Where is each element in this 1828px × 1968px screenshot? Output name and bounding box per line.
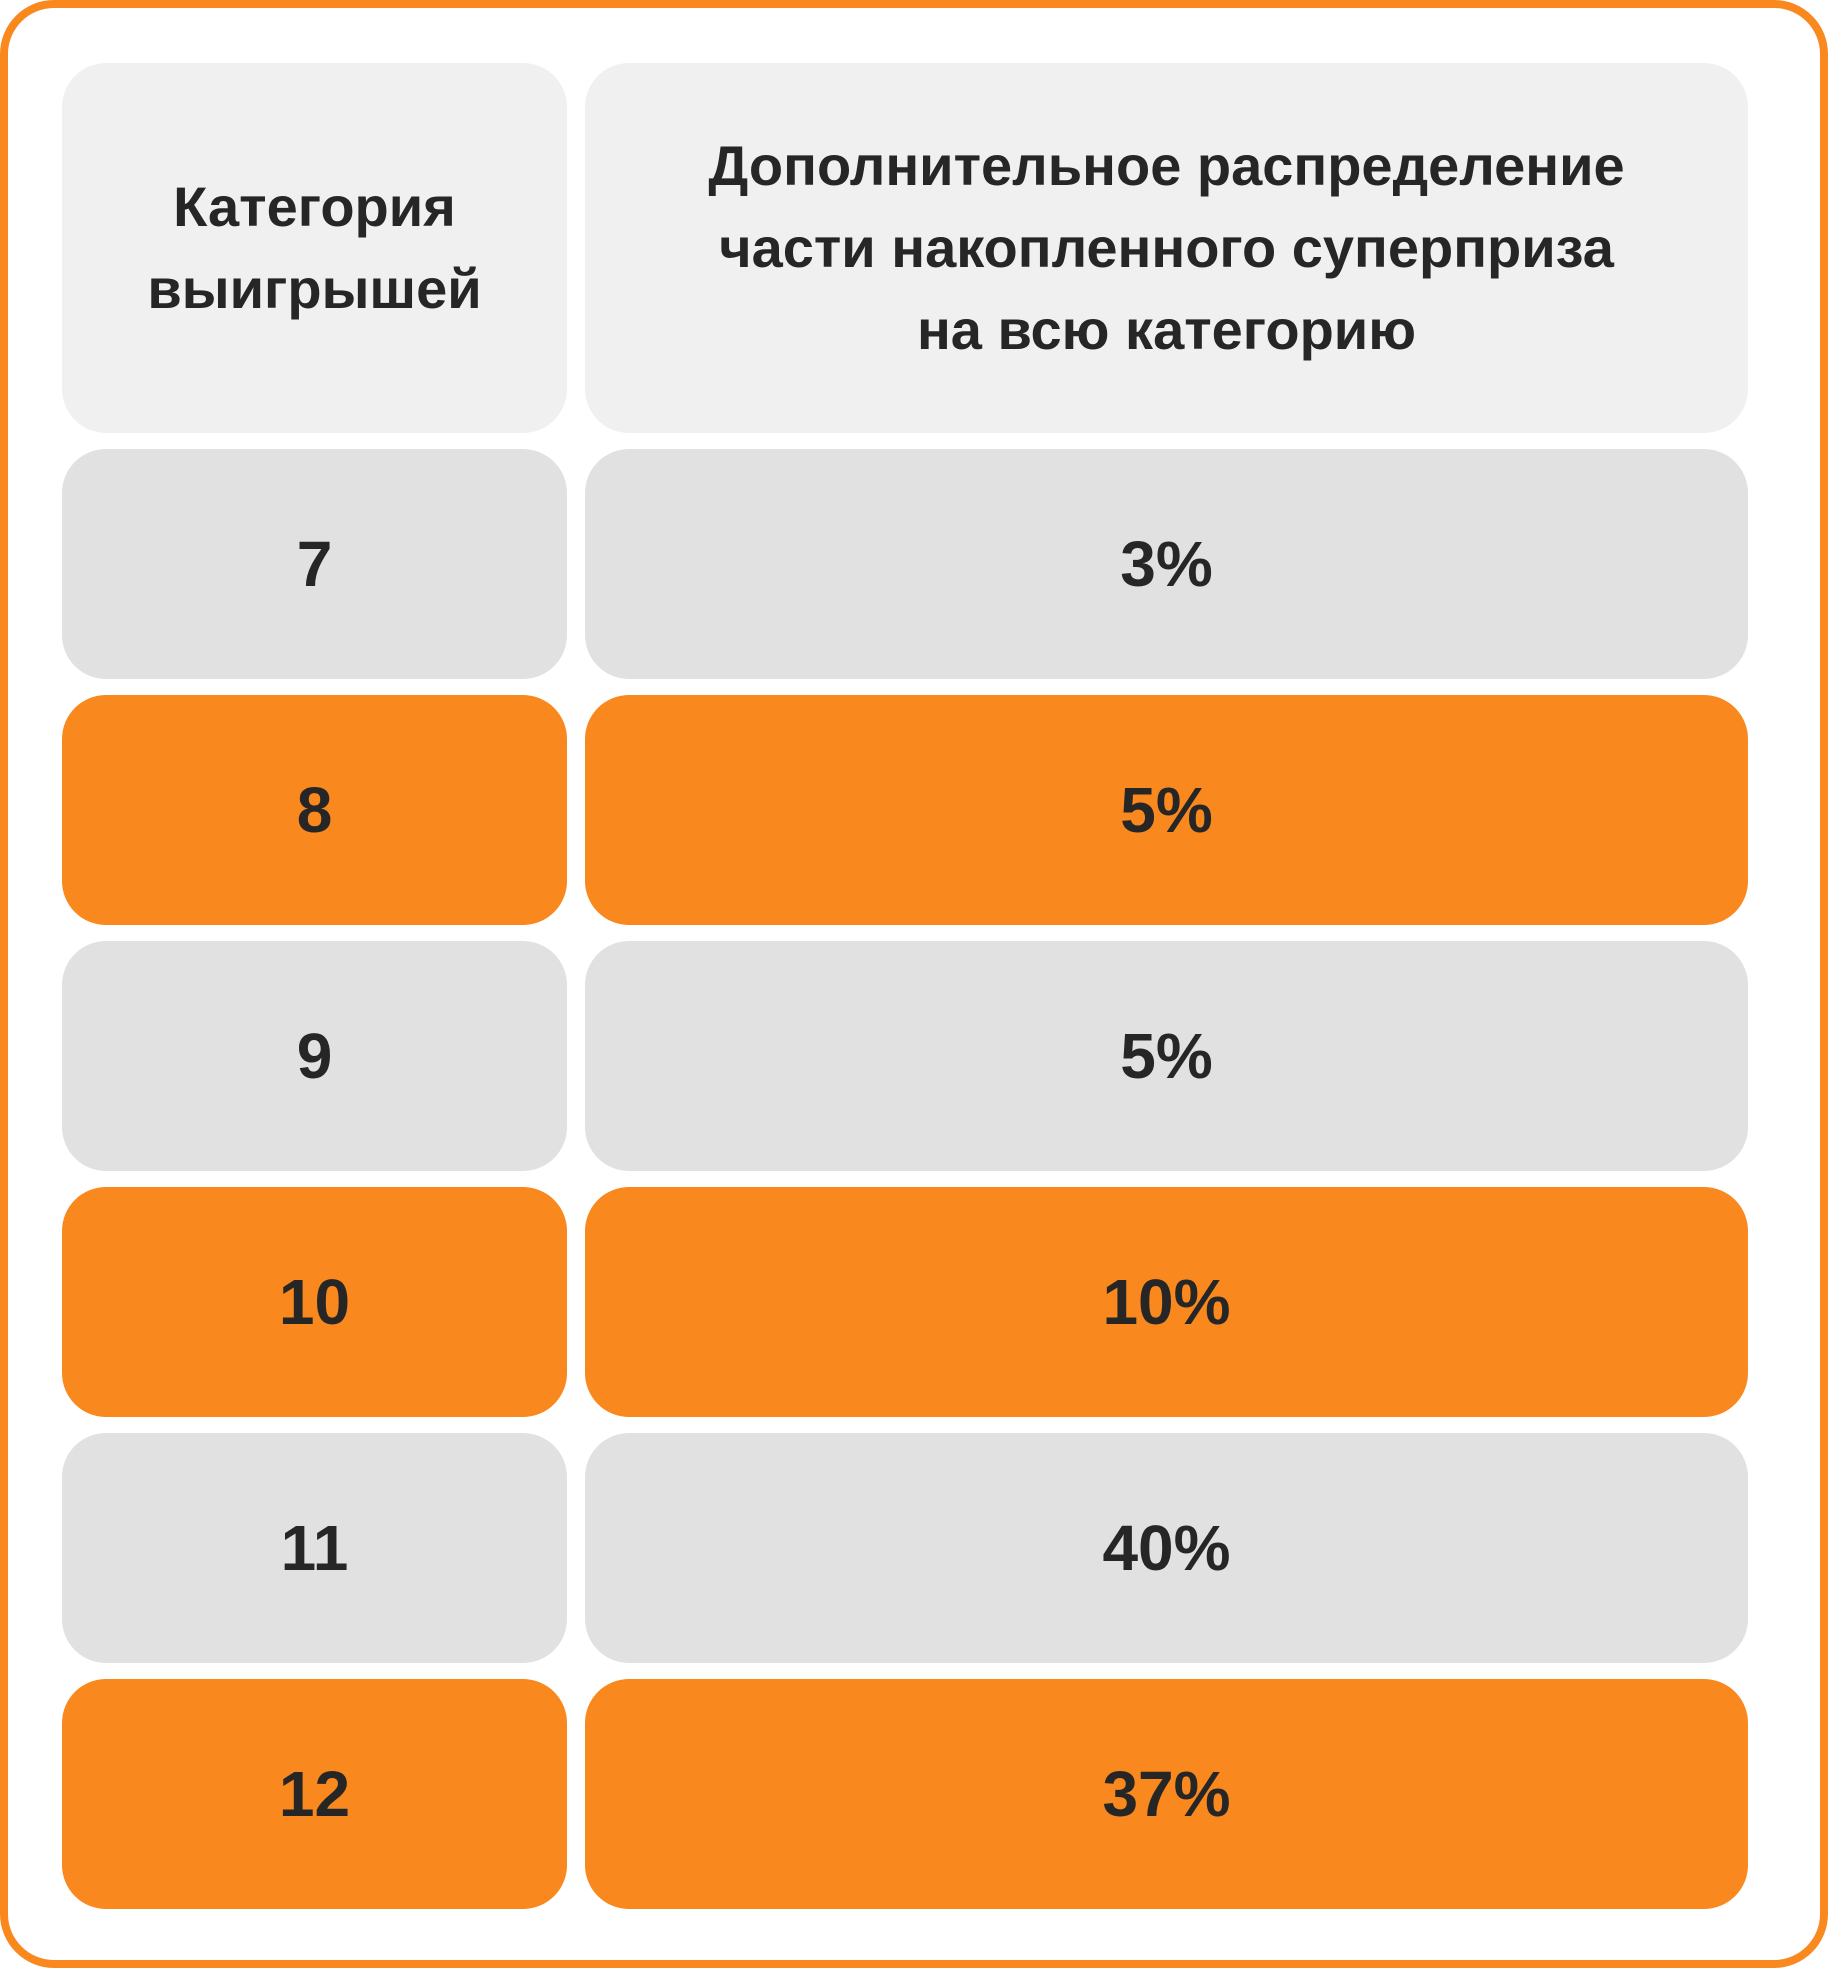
share-cell: 3% bbox=[585, 449, 1748, 679]
header-distribution-line-1: Дополнительное распределение bbox=[708, 134, 1625, 197]
card: Категория выигрышей Дополнительное распр… bbox=[8, 8, 1820, 1960]
header-category-line-2: выигрышей bbox=[147, 257, 482, 320]
prize-distribution-table: Категория выигрышей Дополнительное распр… bbox=[62, 63, 1748, 1909]
header-cell-category: Категория выигрышей bbox=[62, 63, 567, 433]
header-distribution-line-3: на всю категорию bbox=[916, 298, 1417, 361]
share-cell: 5% bbox=[585, 941, 1748, 1171]
share-cell: 37% bbox=[585, 1679, 1748, 1909]
header-cell-distribution: Дополнительное распределение части накоп… bbox=[585, 63, 1748, 433]
category-cell: 12 bbox=[62, 1679, 567, 1909]
header-distribution-label: Дополнительное распределение части накоп… bbox=[708, 125, 1624, 371]
category-cell: 10 bbox=[62, 1187, 567, 1417]
share-cell: 5% bbox=[585, 695, 1748, 925]
header-category-label: Категория выигрышей bbox=[147, 166, 481, 330]
category-cell: 11 bbox=[62, 1433, 567, 1663]
share-cell: 10% bbox=[585, 1187, 1748, 1417]
header-distribution-line-2: части накопленного суперприза bbox=[719, 216, 1614, 279]
header-category-line-1: Категория bbox=[173, 175, 456, 238]
share-cell: 40% bbox=[585, 1433, 1748, 1663]
category-cell: 8 bbox=[62, 695, 567, 925]
category-cell: 7 bbox=[62, 449, 567, 679]
category-cell: 9 bbox=[62, 941, 567, 1171]
